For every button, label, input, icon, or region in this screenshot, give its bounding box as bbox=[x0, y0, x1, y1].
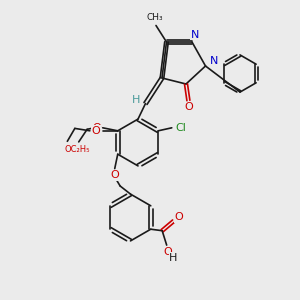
Text: Cl: Cl bbox=[175, 123, 186, 133]
Text: N: N bbox=[191, 29, 199, 40]
Text: OC₂H₅: OC₂H₅ bbox=[64, 145, 90, 154]
Text: H: H bbox=[169, 253, 178, 263]
Text: O: O bbox=[175, 212, 183, 223]
Text: CH₃: CH₃ bbox=[146, 14, 163, 22]
Text: N: N bbox=[210, 56, 218, 66]
Text: H: H bbox=[132, 95, 140, 105]
Text: O: O bbox=[92, 123, 101, 133]
Text: O: O bbox=[184, 102, 193, 112]
Text: O: O bbox=[163, 247, 172, 257]
Text: O: O bbox=[92, 126, 100, 136]
Text: O: O bbox=[110, 170, 119, 180]
